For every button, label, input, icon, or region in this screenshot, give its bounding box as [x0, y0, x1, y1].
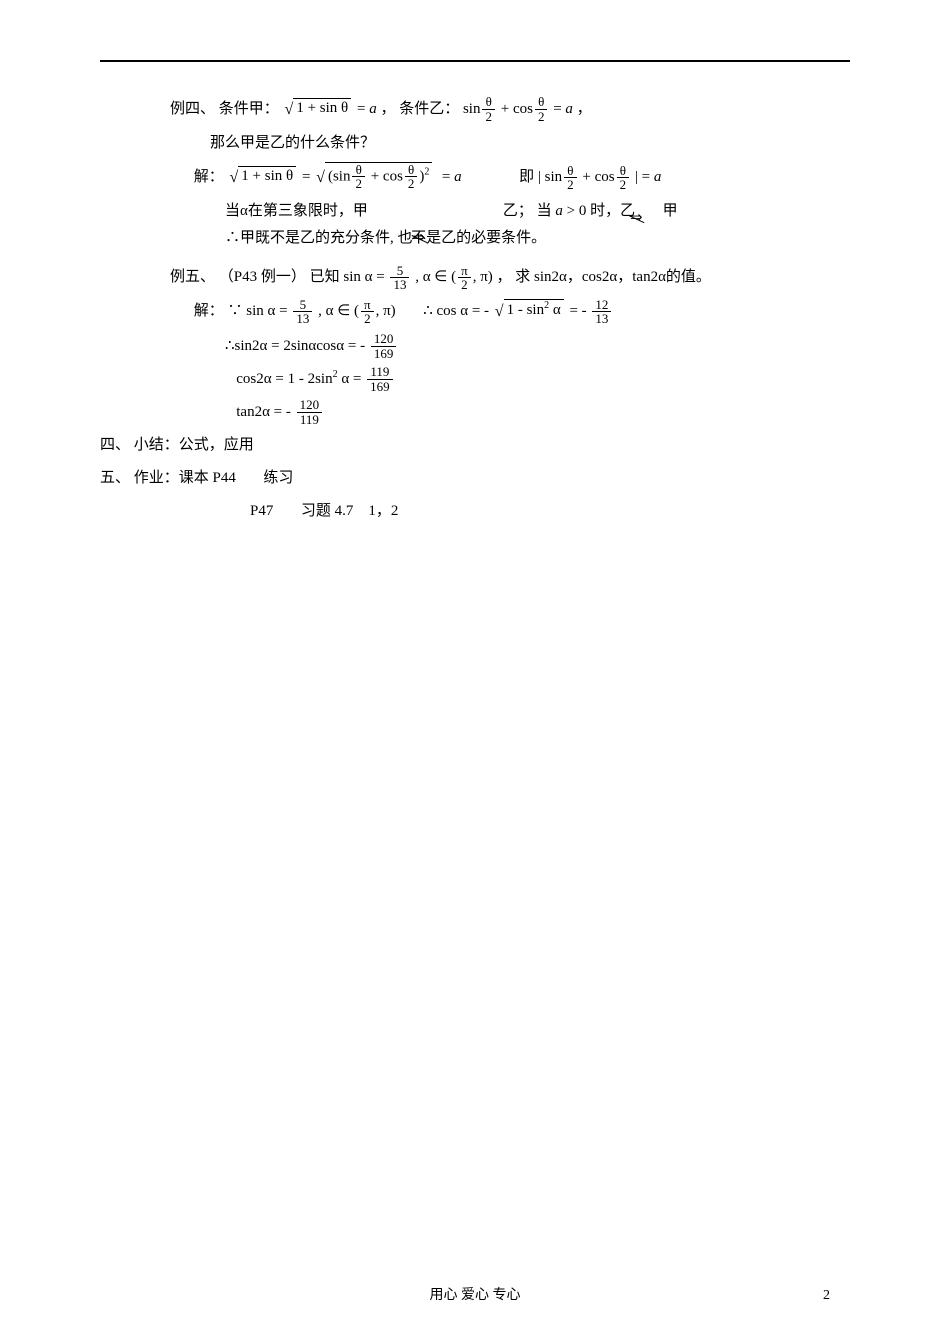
p47-text: 习题 4.7 1，2: [301, 503, 399, 519]
ex4-label: 例四、: [170, 101, 215, 117]
frac-5-13: 513: [390, 264, 409, 292]
frac-theta2-3: θ2: [564, 164, 577, 192]
sqrt-icon-4: 1 - sin2 α: [495, 294, 564, 329]
pi: π: [480, 269, 488, 285]
ex4-conclusion-prefix: ∴甲既不是乙的充分条件, 也: [225, 230, 413, 246]
cos2a-expr: cos2α =: [236, 371, 287, 387]
ex4-cond-jia-label: 条件甲：: [219, 101, 279, 117]
ex4-l3b: 乙；: [503, 203, 533, 219]
ex4-l3c: 当: [537, 203, 552, 219]
ex4-question: 那么甲是乙的什么条件？: [170, 127, 850, 160]
tan2a-expr: tan2α =: [236, 404, 286, 420]
ex5-tan2a: tan2α = - 120119: [170, 396, 850, 429]
section-p47: P47 习题 4.7 1，2: [100, 495, 850, 528]
ex5-given: 已知: [310, 269, 340, 285]
frac-5-13b: 513: [293, 298, 312, 326]
ex4-l3e: 甲: [663, 203, 678, 219]
cos2a-mid: 1 - 2sin: [288, 371, 333, 387]
ex4-sol-line3: ∴甲既不是乙的充分条件, 也⇒不是乙的必要条件。 ⇒: [170, 222, 850, 255]
frac-120-119: 120119: [297, 398, 323, 426]
sqrt-icon-2: 1 + sin θ: [230, 160, 297, 195]
frac-119-169: 119169: [367, 365, 393, 393]
ex4-sol-line1: 解： 1 + sin θ = (sinθ2 + cosθ2)2 = a 即 | …: [170, 160, 850, 195]
ex4-cond-yi-label: 条件乙：: [399, 101, 459, 117]
sqrt-icon-3: (sinθ2 + cosθ2)2: [316, 160, 432, 195]
ex5-label: 例五、: [170, 269, 215, 285]
ex5-ask: 求 sin2α，cos2α，tan2α的值。: [515, 269, 711, 285]
ex4-line1: 例四、 条件甲： 1 + sin θ = a ， 条件乙： sinθ2 + co…: [170, 92, 850, 127]
ex5-line1: 例五、 （P43 例一） 已知 sin α = 513 , α ∈ (π2, π…: [170, 261, 850, 294]
footer-text: 用心 爱心 专心: [0, 1284, 950, 1304]
five-text: 作业：课本 P44: [134, 470, 236, 486]
var-a2: a: [565, 101, 573, 117]
ex5-sol-line1: 解： ∵ sin α = 513 , α ∈ (π2, π) ∴ cos α =…: [170, 294, 850, 329]
ex5-ref: （P43 例一）: [219, 269, 306, 285]
frac-theta2-1: θ2: [482, 95, 495, 123]
not-implies-icon-2: ⇒: [630, 202, 643, 235]
section-four: 四、 小结：公式，应用: [100, 429, 850, 462]
sqrt-icon: 1 + sin θ: [285, 92, 352, 127]
ex4-conclusion-mid: 不是乙的必要条件。: [411, 230, 546, 246]
var-a: a: [369, 101, 377, 117]
top-rule: [100, 60, 850, 62]
frac-theta2-2: θ2: [535, 95, 548, 123]
sin2a-expr: sin2α = 2sinαcosα =: [235, 338, 361, 354]
page-number: 2: [823, 1288, 830, 1304]
four-label: 四、: [100, 437, 130, 453]
therefore: ∴: [423, 303, 433, 319]
five-label: 五、: [100, 470, 130, 486]
solution-label-2: 解：: [194, 303, 224, 319]
section-five: 五、 作业：课本 P44 练习: [100, 462, 850, 495]
therefore2: ∴: [225, 338, 235, 354]
ex5-sin2a: ∴sin2α = 2sinαcosα = - 120169: [170, 330, 850, 363]
abs-label: 即: [519, 169, 534, 185]
frac-120-169: 120169: [371, 332, 397, 360]
frac-12-13: 1213: [592, 298, 611, 326]
five-tail: 练习: [263, 470, 293, 486]
solution-label: 解：: [194, 169, 224, 185]
p47-label: P47: [250, 503, 273, 519]
four-text: 小结：公式，应用: [134, 437, 254, 453]
ex4-l3a: 当α在第三象限时，甲: [225, 203, 368, 219]
page: 例四、 条件甲： 1 + sin θ = a ， 条件乙： sinθ2 + co…: [0, 0, 950, 1344]
content: 例四、 条件甲： 1 + sin θ = a ， 条件乙： sinθ2 + co…: [100, 92, 850, 528]
frac-pi-2b: π2: [361, 298, 374, 326]
frac-pi-2: π2: [458, 264, 471, 292]
ex4-l3d: 0 时，乙: [579, 203, 635, 219]
ex5-cos2a: cos2α = 1 - 2sin2 α = 119169: [170, 363, 850, 396]
frac-theta2-4: θ2: [617, 164, 630, 192]
because: ∵: [228, 303, 243, 319]
